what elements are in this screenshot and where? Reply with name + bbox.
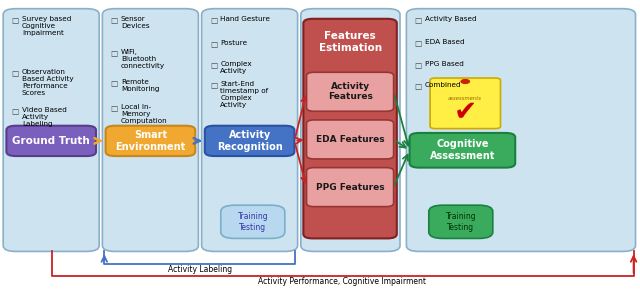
Text: PPG Based: PPG Based: [425, 61, 464, 67]
FancyBboxPatch shape: [6, 126, 96, 156]
Text: Ground Truth: Ground Truth: [12, 136, 90, 146]
FancyBboxPatch shape: [301, 9, 400, 251]
Text: □: □: [12, 16, 19, 25]
FancyBboxPatch shape: [406, 9, 636, 251]
Text: □: □: [111, 104, 118, 113]
Text: □: □: [210, 40, 217, 49]
Text: Training
Testing: Training Testing: [237, 212, 268, 231]
Text: Observation
Based Activity
Performance
Scores: Observation Based Activity Performance S…: [22, 69, 74, 96]
FancyBboxPatch shape: [106, 126, 195, 156]
Text: Posture: Posture: [220, 40, 247, 47]
Text: EDA Based: EDA Based: [425, 39, 465, 45]
Text: □: □: [210, 81, 217, 90]
FancyBboxPatch shape: [3, 9, 99, 251]
Circle shape: [461, 80, 470, 84]
FancyBboxPatch shape: [221, 205, 285, 238]
Text: □: □: [12, 69, 19, 78]
Text: □: □: [210, 61, 217, 70]
Text: Training
Testing: Training Testing: [445, 212, 476, 231]
FancyBboxPatch shape: [307, 168, 394, 207]
Text: Activity Performance, Cognitive Impairment: Activity Performance, Cognitive Impairme…: [259, 277, 426, 286]
Text: Features
Estimation: Features Estimation: [319, 31, 381, 53]
FancyBboxPatch shape: [202, 9, 298, 251]
Text: Hand Gesture: Hand Gesture: [220, 16, 270, 22]
Text: Remote
Monitoring: Remote Monitoring: [121, 79, 159, 92]
FancyBboxPatch shape: [430, 78, 500, 129]
FancyBboxPatch shape: [303, 19, 397, 238]
Text: □: □: [415, 82, 422, 91]
Text: Start-End
timestamp of
Complex
Activity: Start-End timestamp of Complex Activity: [220, 81, 268, 108]
Text: EDA Features: EDA Features: [316, 135, 385, 144]
FancyBboxPatch shape: [429, 205, 493, 238]
Text: Activity Based: Activity Based: [425, 16, 477, 22]
FancyBboxPatch shape: [307, 72, 394, 111]
Text: Activity
Features: Activity Features: [328, 82, 372, 101]
Text: Sensor
Devices: Sensor Devices: [121, 16, 150, 29]
FancyBboxPatch shape: [205, 126, 294, 156]
Text: WiFi,
Bluetooth
connectivity: WiFi, Bluetooth connectivity: [121, 49, 165, 69]
Text: □: □: [111, 16, 118, 25]
Text: Smart
Environment: Smart Environment: [115, 130, 186, 152]
Text: □: □: [415, 39, 422, 48]
Text: Cognitive
Assessment: Cognitive Assessment: [429, 140, 495, 161]
Text: Complex
Activity: Complex Activity: [220, 61, 252, 74]
FancyBboxPatch shape: [410, 133, 515, 168]
Text: Local In-
Memory
Computation: Local In- Memory Computation: [121, 104, 168, 124]
Text: □: □: [111, 79, 118, 88]
Text: Video Based
Activity
Labeling: Video Based Activity Labeling: [22, 107, 67, 127]
Text: Combined: Combined: [425, 82, 461, 88]
Text: PPG Features: PPG Features: [316, 183, 385, 192]
Text: □: □: [415, 16, 422, 25]
Text: □: □: [210, 16, 217, 25]
Text: ✔: ✔: [454, 99, 477, 126]
Text: Activity
Recognition: Activity Recognition: [217, 130, 282, 152]
Text: assessments: assessments: [448, 96, 483, 101]
Text: □: □: [111, 49, 118, 58]
FancyBboxPatch shape: [102, 9, 198, 251]
Text: □: □: [12, 107, 19, 116]
Text: Activity Labeling: Activity Labeling: [168, 265, 232, 274]
Text: Survey based
Cognitive
Impairment: Survey based Cognitive Impairment: [22, 16, 71, 36]
FancyBboxPatch shape: [307, 120, 394, 159]
Text: □: □: [415, 61, 422, 70]
